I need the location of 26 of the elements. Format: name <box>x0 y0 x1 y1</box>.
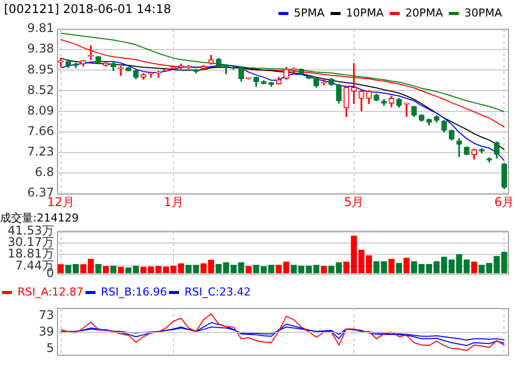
chart-title: 成交量:214129 <box>0 211 79 224</box>
chart-title: [002121] 2018-06-01 14:18 <box>4 2 172 16</box>
x-tick-label: 1月 <box>164 194 184 209</box>
y-tick-label: 18.81万 <box>8 246 54 261</box>
legend-label: 20PMA <box>405 6 444 20</box>
y-tick-label: 8.95 <box>27 62 54 76</box>
legend-label: RSI_C:23.42 <box>184 285 251 298</box>
y-tick-label: 73 <box>38 308 54 322</box>
y-tick-label: 9.81 <box>27 21 54 36</box>
legend-label: RSI_A:12.87 <box>18 285 84 298</box>
y-tick-label: 9.38 <box>27 42 54 56</box>
x-tick-label: 5月 <box>344 194 364 209</box>
legend-label: 30PMA <box>464 6 502 20</box>
y-tick-label: 41.53万 <box>8 223 54 238</box>
legend-label: 10PMA <box>346 6 384 20</box>
y-tick-label: 30.17万 <box>8 234 54 249</box>
y-tick-label: 7.66 <box>27 124 54 138</box>
legend-label: RSI_B:16.96 <box>100 285 168 298</box>
y-tick-label: 5 <box>46 341 54 356</box>
x-tick-label: 6月 <box>494 194 514 209</box>
y-tick-label: 7.23 <box>27 144 54 159</box>
y-tick-label: 8.52 <box>27 82 54 97</box>
y-tick-label: 8.09 <box>27 103 54 118</box>
y-tick-label: 39 <box>38 324 54 338</box>
y-tick-label: 6.8 <box>34 165 54 180</box>
legend-label: 5PMA <box>294 6 326 20</box>
